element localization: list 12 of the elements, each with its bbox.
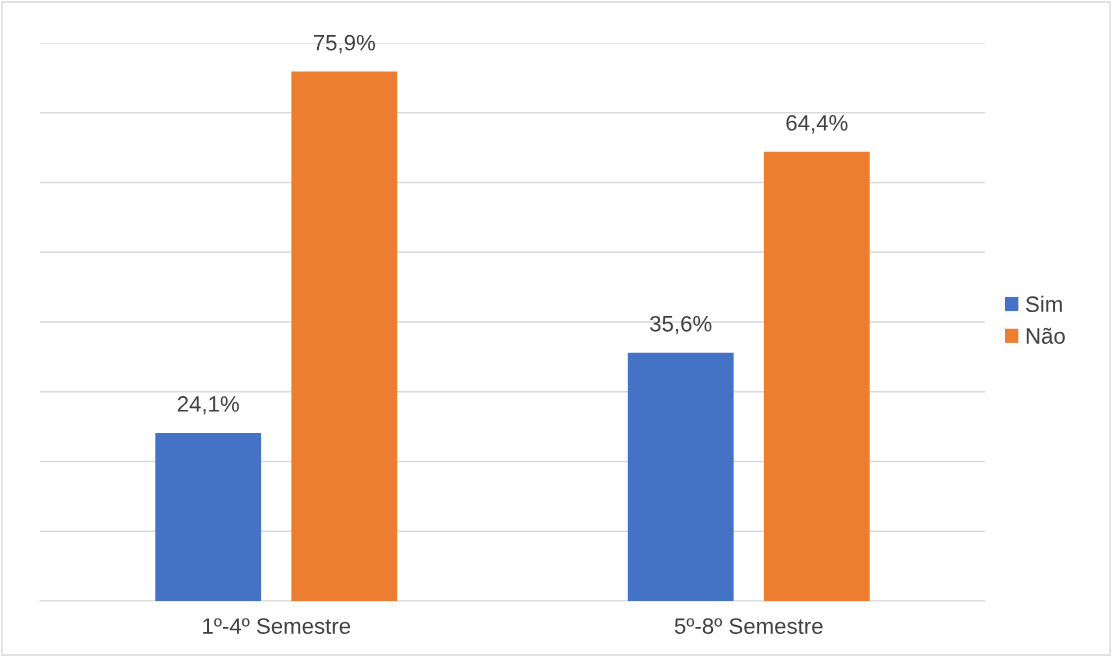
x-tick-label: 1º-4º Semestre — [203, 618, 351, 634]
bar — [763, 151, 870, 601]
bar — [155, 432, 262, 601]
bar — [627, 352, 734, 601]
legend-label: Não — [1026, 327, 1065, 344]
data-label: 24,1% — [177, 396, 239, 415]
data-label: 75,9% — [313, 34, 376, 54]
legend-label: Sim — [1026, 295, 1062, 313]
x-tick-label: 5º-8º Semestre — [674, 618, 823, 634]
data-label: 64,4% — [786, 115, 848, 134]
bar — [291, 71, 398, 601]
data-label: 35,6% — [650, 315, 712, 335]
